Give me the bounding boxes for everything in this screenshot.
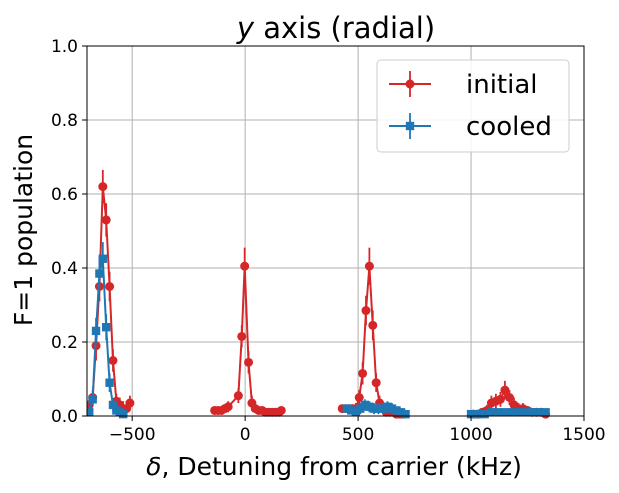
x-axis-label-italic: δ (146, 452, 161, 481)
initial-point (368, 320, 378, 330)
initial-point (105, 282, 115, 291)
x-tick-label: 1500 (562, 425, 605, 445)
y-axis: 0.0 0.2 0.4 0.6 0.8 1.0 (51, 37, 87, 427)
cooled-point (401, 409, 410, 419)
cooled-point (487, 408, 496, 417)
x-tick-label: −500 (109, 425, 156, 445)
cooled-point (95, 269, 104, 278)
cooled-point (378, 404, 388, 413)
cooled-point (541, 408, 550, 417)
series-initial (87, 169, 551, 419)
initial-point (361, 306, 371, 316)
initial-point (504, 393, 514, 402)
cooled-point (365, 402, 374, 411)
cooled-point (88, 395, 97, 404)
initial-point (358, 368, 368, 378)
x-tick-label: 500 (342, 425, 374, 445)
y-tick-label: 0.2 (51, 333, 78, 353)
cooled-point (351, 408, 361, 417)
initial-point (237, 331, 247, 341)
legend-marker (405, 121, 415, 131)
cooled-point (108, 400, 118, 410)
y-axis-label: F=1 population (9, 134, 38, 326)
x-axis: −500 0 500 1000 1500 (109, 416, 606, 445)
initial-point (223, 402, 233, 412)
cooled-point (396, 408, 406, 417)
legend: initial cooled (376, 59, 570, 153)
cooled-point (387, 404, 397, 413)
initial-line (214, 266, 282, 414)
series-cooled (87, 242, 550, 419)
legend-label-cooled: cooled (466, 112, 552, 142)
cooled-point (473, 409, 483, 419)
cooled-point (383, 402, 392, 411)
legend-item-initial (389, 71, 431, 97)
cooled-point (480, 409, 489, 419)
y-tick-label: 1.0 (51, 37, 78, 57)
cooled-point (87, 408, 94, 417)
initial-point (240, 261, 250, 271)
x-axis-label: δ, Detuning from carrier (kHz) (146, 452, 522, 481)
x-tick-label: 0 (240, 425, 251, 445)
cooled-point (374, 404, 383, 413)
cooled-point (500, 408, 510, 417)
cooled-point (369, 404, 379, 413)
initial-point (371, 378, 381, 388)
chart-title-italic: y (236, 11, 255, 45)
y-tick-label: 0.0 (51, 407, 78, 427)
cooled-point (521, 408, 530, 417)
initial-point (495, 394, 505, 404)
axes-frame (86, 45, 585, 417)
initial-point (364, 261, 374, 271)
x-axis-label-rest: , Detuning from carrier (kHz) (161, 452, 521, 481)
cooled-point (105, 378, 114, 387)
legend-label-initial: initial (466, 70, 538, 100)
cooled-point (493, 408, 503, 417)
initial-point (233, 391, 243, 401)
initial-point (108, 356, 118, 365)
cooled-point (392, 406, 401, 415)
cooled-point (91, 326, 101, 336)
cooled-point (527, 408, 537, 417)
cooled-point (360, 400, 370, 410)
cooled-point (98, 254, 108, 263)
y-tick-label: 0.6 (51, 185, 78, 205)
cooled-point (118, 409, 128, 419)
cooled-point (466, 409, 476, 419)
y-tick-label: 0.4 (51, 259, 78, 279)
initial-point (244, 357, 254, 367)
cooled-point (342, 404, 351, 413)
cooled-point (507, 408, 516, 417)
cooled-point (102, 323, 111, 332)
data-layer (87, 169, 551, 419)
y-tick-label: 0.8 (51, 111, 78, 131)
x-tick-label: 1000 (449, 425, 492, 445)
plot-area (87, 169, 551, 419)
cooled-point (534, 408, 544, 417)
initial-point (125, 398, 135, 408)
initial-point (500, 385, 510, 395)
cooled-point (514, 408, 523, 417)
cooled-point (347, 406, 356, 415)
legend-marker (405, 79, 415, 89)
chart-title-rest: axis (radial) (254, 11, 435, 45)
initial-point (98, 182, 108, 192)
initial-point (276, 405, 286, 415)
cooled-point (356, 404, 365, 413)
legend-item-cooled (389, 113, 431, 139)
initial-point (354, 393, 364, 402)
chart-title: y axis (radial) (236, 11, 435, 45)
initial-point (101, 215, 111, 225)
